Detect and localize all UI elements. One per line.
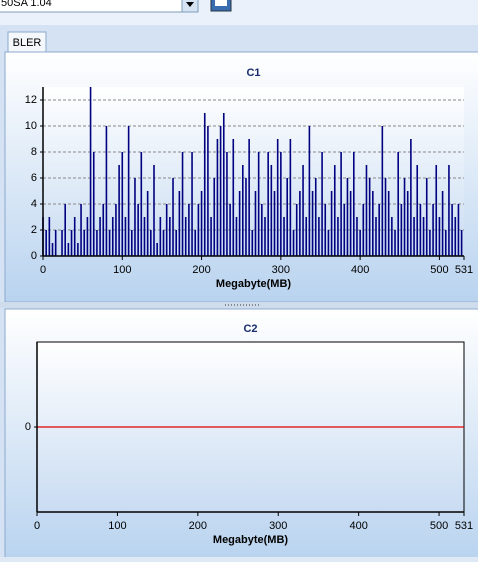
y-tick-label: 0 — [25, 421, 31, 433]
x-axis-label: Megabyte(MB) — [213, 534, 289, 546]
x-tick-label: 500 — [430, 520, 448, 532]
splitter[interactable] — [0, 302, 478, 308]
x-tick-label: 531 — [455, 264, 473, 276]
y-tick-label: 6 — [31, 172, 37, 184]
tab-label: BLER — [13, 37, 42, 49]
x-tick-label: 531 — [455, 520, 473, 532]
x-tick-label: 100 — [108, 520, 126, 532]
save-icon — [215, 0, 227, 6]
x-axis-label: Megabyte(MB) — [216, 278, 292, 290]
x-tick-label: 200 — [192, 264, 210, 276]
x-tick-label: 0 — [34, 520, 40, 532]
y-tick-label: 0 — [31, 250, 37, 262]
x-tick-label: 300 — [272, 264, 290, 276]
combo-arrow — [186, 2, 194, 7]
y-tick-label: 8 — [31, 146, 37, 158]
y-tick-label: 4 — [31, 198, 37, 210]
chart-title: C1 — [246, 67, 260, 79]
x-tick-label: 500 — [430, 264, 448, 276]
x-tick-label: 0 — [40, 264, 46, 276]
chart-title: C2 — [243, 323, 257, 335]
x-tick-label: 400 — [351, 264, 369, 276]
x-tick-label: 100 — [113, 264, 131, 276]
y-tick-label: 10 — [25, 120, 37, 132]
y-tick-label: 2 — [31, 224, 37, 236]
y-tick-label: 12 — [25, 94, 37, 106]
x-tick-label: 300 — [269, 520, 287, 532]
combo-text: 50SA 1.04 — [1, 0, 52, 9]
x-tick-label: 200 — [189, 520, 207, 532]
x-tick-label: 400 — [349, 520, 367, 532]
